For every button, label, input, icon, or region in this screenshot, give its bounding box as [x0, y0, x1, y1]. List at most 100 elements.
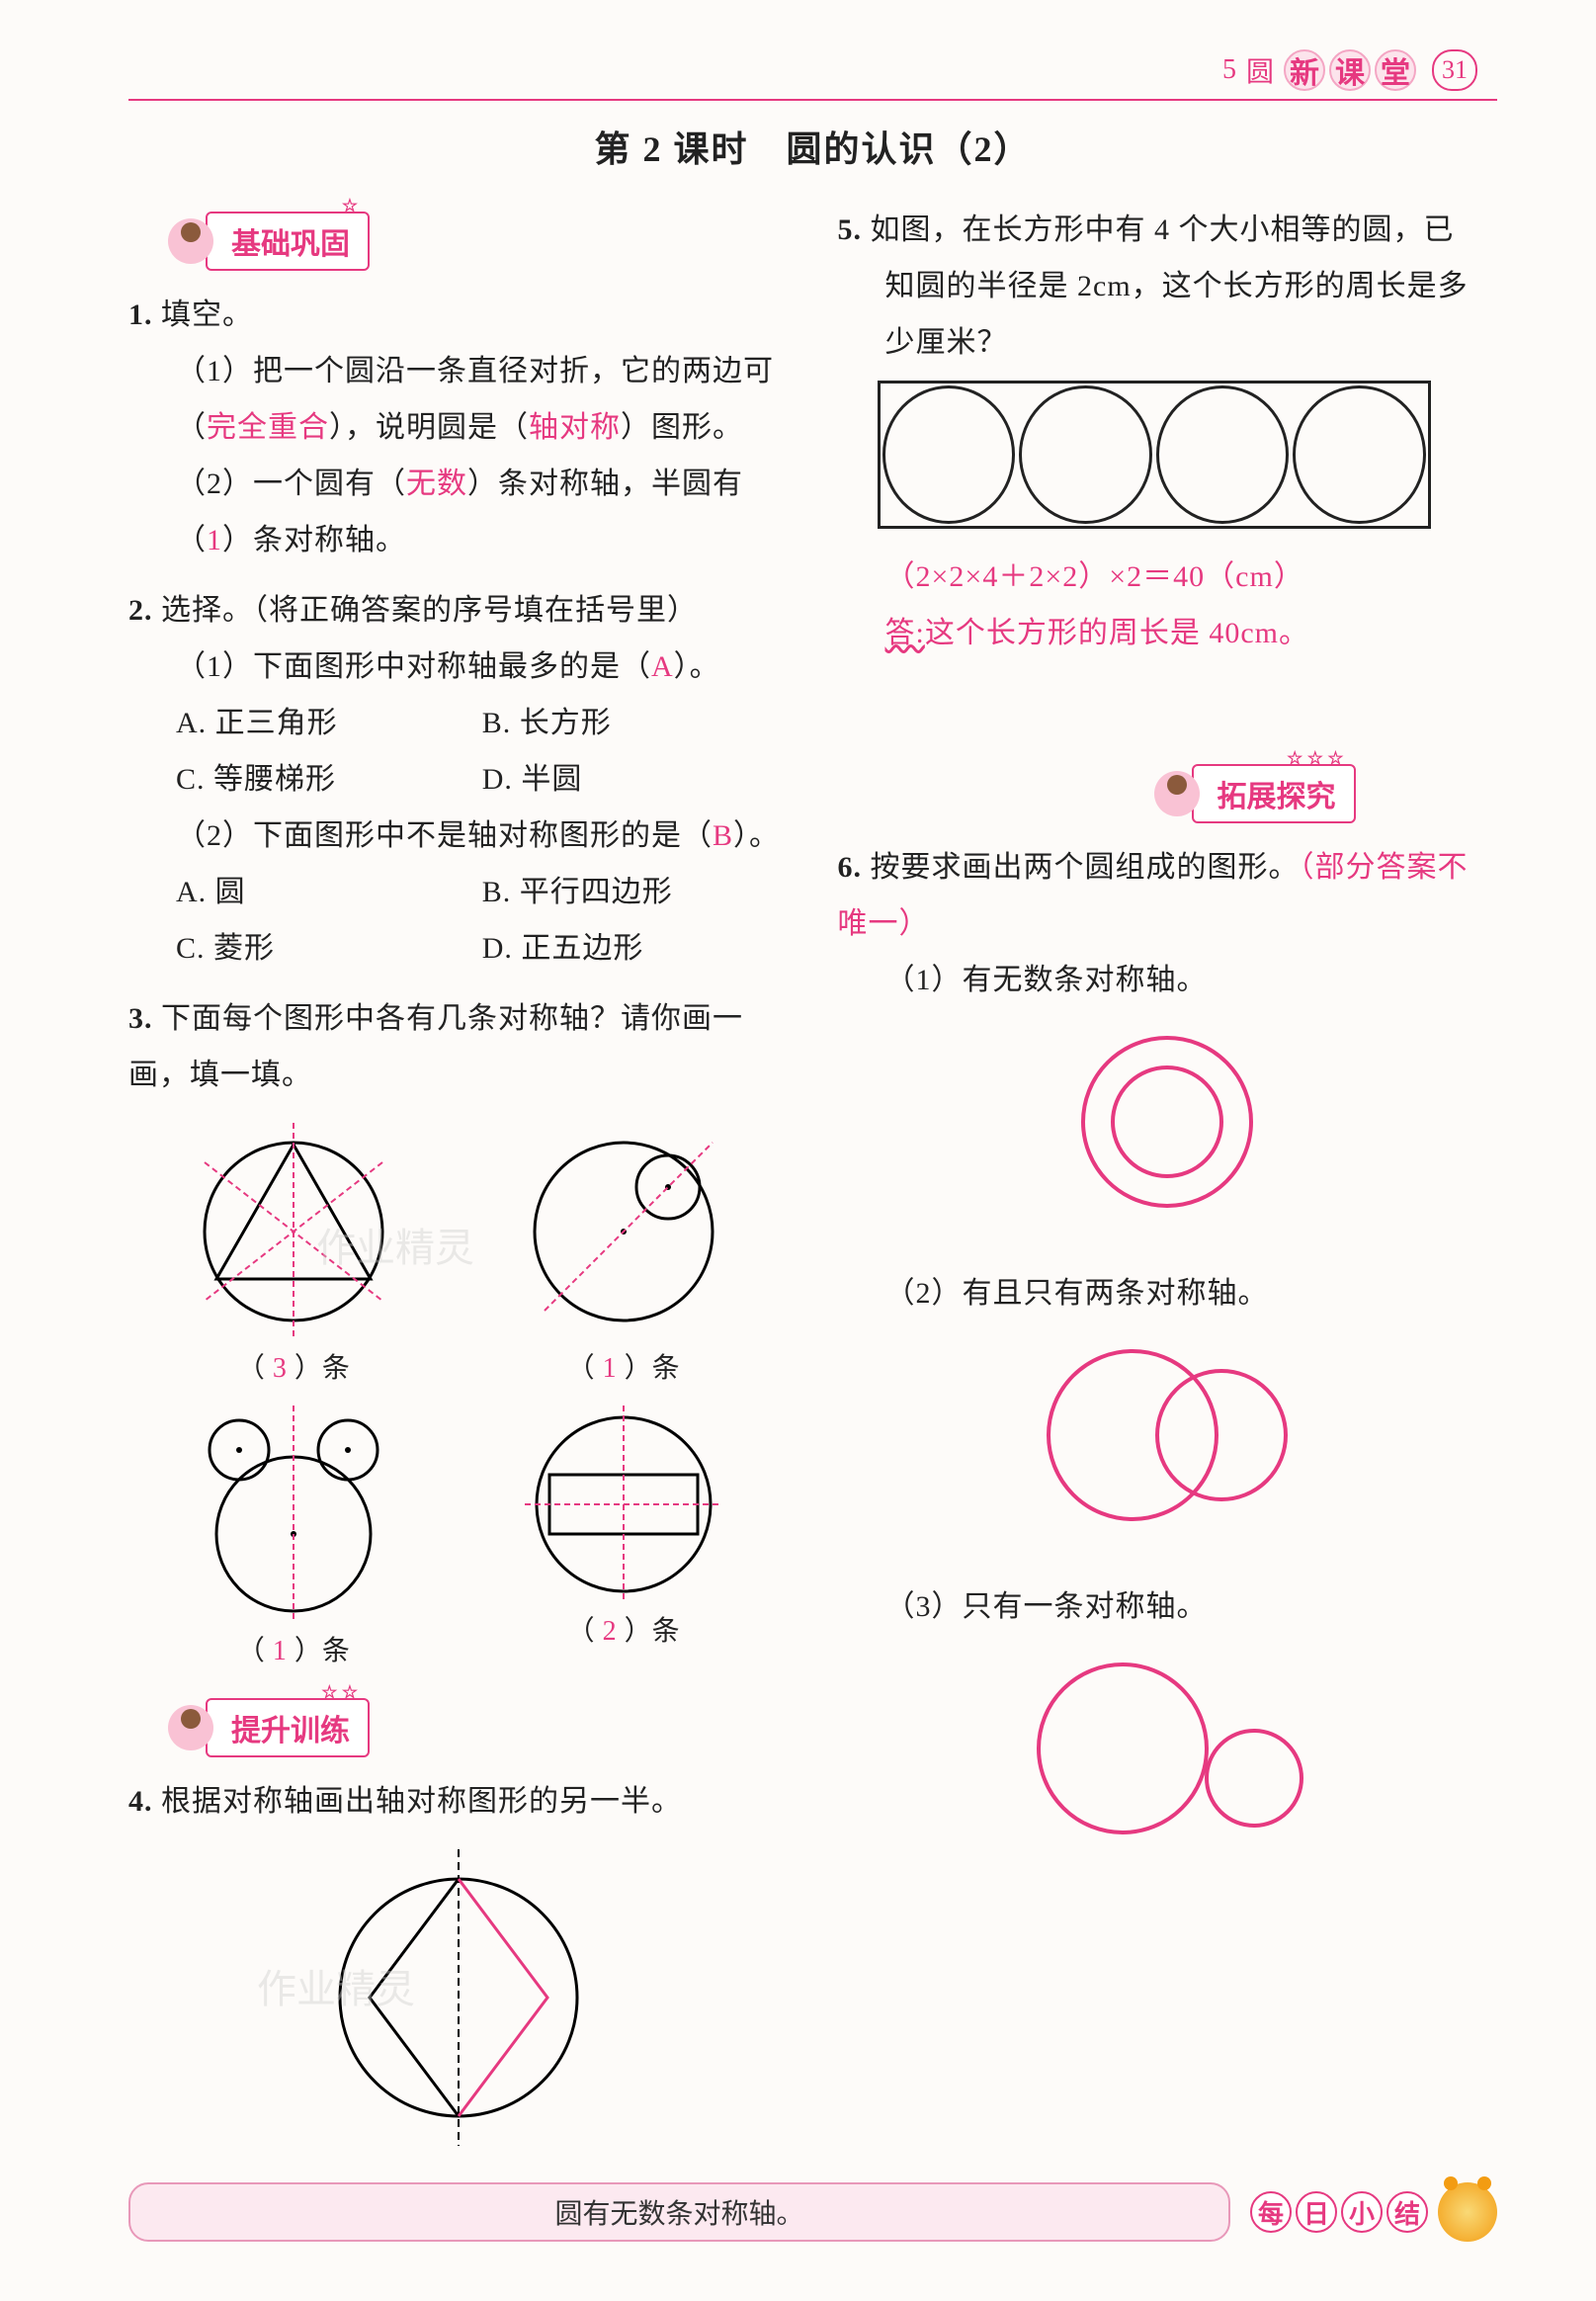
section-basic-label: ☆ 基础巩固	[206, 212, 370, 271]
footer-char-4: 结	[1386, 2191, 1428, 2233]
section-up-text: 提升训练	[231, 1715, 350, 1747]
q3-fig1: （3）条	[185, 1123, 402, 1386]
q3-fig3: （1）条	[185, 1406, 402, 1668]
section-ext-label: ☆ ☆ ☆ 拓展探究	[1192, 764, 1356, 823]
q3-a4: 2	[595, 1616, 625, 1647]
q1-ans4: 1	[207, 524, 222, 556]
q5-answer: 答:这个长方形的周长是 40cm。	[838, 605, 1498, 661]
stars-icon: ☆ ☆	[321, 1682, 358, 1703]
section-up-label: ☆ ☆ 提升训练	[206, 1698, 370, 1757]
overlapping-circles-icon	[1019, 1336, 1315, 1534]
q3-row2: （1）条 （2）条	[128, 1406, 789, 1668]
q2-1: （1）下面图形中对称轴最多的是（A）。	[128, 639, 789, 695]
footer-char-1: 每	[1250, 2191, 1292, 2233]
q2-2-optC: C. 菱形	[176, 920, 482, 977]
content-columns: ☆ 基础巩固 1. 填空。 （1）把一个圆沿一条直径对折，它的两边可 （完全重合…	[128, 202, 1497, 2165]
q5-stem-b: 知圆的半径是 2cm，这个长方形的周长是多	[838, 258, 1498, 314]
rect-in-circle-icon	[515, 1406, 732, 1603]
section-basic-text: 基础巩固	[231, 228, 350, 261]
q2-1-optB: B. 长方形	[482, 695, 612, 751]
q6-fig2	[838, 1336, 1498, 1539]
q2-2: （2）下面图形中不是轴对称图形的是（B）。	[128, 808, 789, 864]
q6-stem: 按要求画出两个圆组成的图形。	[871, 851, 1300, 884]
chapter-label: 圆	[1246, 50, 1274, 90]
q3-num: 3.	[128, 1002, 153, 1035]
brand-char-3: 堂	[1375, 49, 1416, 91]
question-2: 2. 选择。（将正确答案的序号填在括号里） （1）下面图形中对称轴最多的是（A）…	[128, 582, 789, 977]
stars-icon: ☆ ☆ ☆	[1287, 748, 1343, 769]
q5-calc: （2×2×4＋2×2）×2＝40（cm）	[838, 549, 1498, 605]
triangle-in-circle-icon	[185, 1123, 402, 1340]
chapter-number: 5	[1222, 54, 1236, 86]
tangent-circles-icon	[1019, 1650, 1315, 1847]
header-rule	[128, 99, 1497, 101]
question-4: 4. 根据对称轴画出轴对称图形的另一半。	[128, 1773, 789, 2151]
question-6: 6. 按要求画出两个圆组成的图形。（部分答案不唯一） （1）有无数条对称轴。 （…	[838, 839, 1498, 1852]
q5-stem-a: 如图，在长方形中有 4 个大小相等的圆，已	[871, 213, 1455, 246]
q3-a2: 1	[595, 1353, 625, 1384]
q6-num: 6.	[838, 851, 863, 884]
q3-a3: 1	[265, 1636, 294, 1666]
mickey-icon	[185, 1406, 402, 1623]
footer-char-2: 日	[1296, 2191, 1337, 2233]
small-circle-in-circle-icon	[515, 1123, 732, 1340]
right-column: 5. 如图，在长方形中有 4 个大小相等的圆，已 知圆的半径是 2cm，这个长方…	[838, 202, 1498, 2165]
lion-mascot-icon	[1438, 2182, 1497, 2242]
q6-3: （3）只有一条对称轴。	[838, 1578, 1498, 1635]
section-up: ☆ ☆ 提升训练	[168, 1698, 370, 1757]
q2-1-optC: C. 等腰梯形	[176, 751, 482, 808]
q1-ans3: 无数	[406, 468, 467, 500]
footer-char-3: 小	[1341, 2191, 1383, 2233]
q1-2a: （2）一个圆有（无数）条对称轴，半圆有	[128, 456, 789, 512]
q3-a1: 3	[265, 1353, 294, 1384]
section-basic: ☆ 基础巩固	[168, 212, 370, 271]
page-header: 5 圆 新 课 堂 31	[128, 49, 1497, 91]
brand-badge: 新 课 堂	[1284, 49, 1416, 91]
q4-stem: 根据对称轴画出轴对称图形的另一半。	[161, 1785, 682, 1818]
q4-figure	[128, 1849, 789, 2151]
q2-2-optB: B. 平行四边形	[482, 864, 673, 920]
brand-char-2: 课	[1329, 49, 1371, 91]
q2-1-optA: A. 正三角形	[176, 695, 482, 751]
question-1: 1. 填空。 （1）把一个圆沿一条直径对折，它的两边可 （完全重合），说明圆是（…	[128, 287, 789, 568]
q2-stem: 选择。（将正确答案的序号填在括号里）	[161, 594, 698, 627]
q3-fig4: （2）条	[515, 1406, 732, 1668]
q3-row1: （3）条 （1）条	[128, 1123, 789, 1386]
q3-fig2: （1）条	[515, 1123, 732, 1386]
daily-summary: 圆有无数条对称轴。	[128, 2182, 1230, 2242]
left-column: ☆ 基础巩固 1. 填空。 （1）把一个圆沿一条直径对折，它的两边可 （完全重合…	[128, 202, 789, 2165]
symmetry-complete-icon	[310, 1849, 607, 2146]
q1-ans1: 完全重合	[207, 411, 329, 444]
q1-num: 1.	[128, 298, 153, 331]
q1-2b: （1）条对称轴。	[128, 512, 789, 568]
q5-num: 5.	[838, 213, 863, 246]
question-5: 5. 如图，在长方形中有 4 个大小相等的圆，已 知圆的半径是 2cm，这个长方…	[838, 202, 1498, 661]
q6-fig1	[838, 1023, 1498, 1226]
q1-ans2: 轴对称	[529, 411, 621, 444]
mascot-icon	[168, 1705, 213, 1750]
page-title: 第 2 课时 圆的认识（2）	[128, 121, 1497, 172]
q2-num: 2.	[128, 594, 153, 627]
q3-stem: 下面每个图形中各有几条对称轴？请你画一画，填一填。	[128, 1002, 743, 1091]
concentric-circles-icon	[1068, 1023, 1266, 1221]
mascot-icon	[1154, 771, 1200, 816]
q5-stem-c: 少厘米？	[838, 314, 1498, 371]
section-ext: ☆ ☆ ☆ 拓展探究	[1154, 764, 1356, 823]
q2-1-ans: A	[651, 650, 674, 683]
q1-1a: （1）把一个圆沿一条直径对折，它的两边可	[128, 343, 789, 399]
mascot-icon	[168, 218, 213, 264]
footer: 圆有无数条对称轴。 每 日 小 结	[128, 2182, 1497, 2242]
q2-2-optA: A. 圆	[176, 864, 482, 920]
q1-stem: 填空。	[161, 298, 253, 331]
four-circles-in-rect-icon	[878, 381, 1431, 529]
q1-1b: （完全重合），说明圆是（轴对称）图形。	[128, 399, 789, 456]
q6-fig3	[838, 1650, 1498, 1852]
page-number: 31	[1432, 49, 1477, 91]
footer-badge: 每 日 小 结	[1250, 2182, 1497, 2242]
q6-2: （2）有且只有两条对称轴。	[838, 1265, 1498, 1321]
q2-2-ans: B	[713, 819, 733, 852]
question-3: 3. 下面每个图形中各有几条对称轴？请你画一画，填一填。 （3）条	[128, 990, 789, 1668]
q2-1-optD: D. 半圆	[482, 751, 583, 808]
q4-num: 4.	[128, 1785, 153, 1818]
q2-2-optD: D. 正五边形	[482, 920, 644, 977]
